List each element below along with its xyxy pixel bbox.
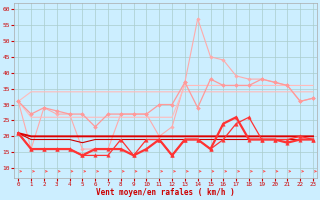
X-axis label: Vent moyen/en rafales ( km/h ): Vent moyen/en rafales ( km/h ): [96, 188, 235, 197]
